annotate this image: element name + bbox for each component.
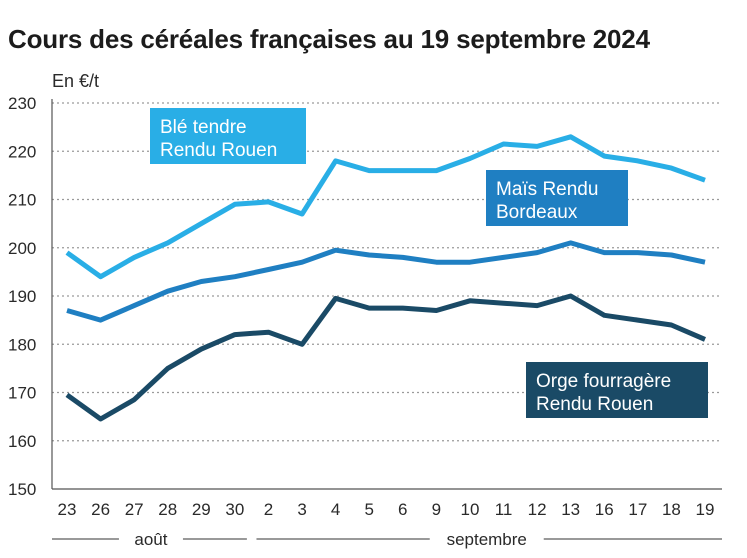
chart-title: Cours des céréales françaises au 19 sept… [8,24,650,54]
series-label: Rendu Rouen [160,140,277,161]
series-label: Orge fourragère [536,371,671,392]
series-label: Rendu Rouen [536,394,653,415]
grid-lines [51,99,722,490]
x-tick-label: 5 [364,500,373,519]
series-line [66,240,706,323]
x-tick-label: 16 [595,500,614,519]
x-tick-label: 29 [192,500,211,519]
y-tick-label: 230 [8,94,36,113]
series-label: Blé tendre [160,117,247,138]
month-axis: août septembre [52,530,722,549]
series-line [65,134,706,280]
x-tick-label: 28 [158,500,177,519]
series-label-box [150,108,306,164]
x-tick-label: 27 [125,500,144,519]
y-tick-label: 150 [8,480,36,499]
y-tick-label: 190 [8,287,36,306]
x-tick-label: 2 [264,500,273,519]
series-label-box [526,362,708,418]
x-tick-label: 3 [297,500,306,519]
month-label: septembre [447,530,527,549]
month-label: août [134,530,167,549]
x-tick-label: 19 [696,500,715,519]
x-tick-label: 30 [225,500,244,519]
x-tick-label: 17 [628,500,647,519]
x-tick-label: 18 [662,500,681,519]
x-tick-label: 12 [528,500,547,519]
series-label: Bordeaux [496,202,578,223]
y-tick-label: 180 [8,335,36,354]
series-label-box [486,170,628,226]
x-tick-label: 26 [91,500,110,519]
unit-label: En €/t [52,71,99,91]
y-tick-label: 210 [8,191,36,210]
y-tick-label: 220 [8,142,36,161]
x-tick-label: 6 [398,500,407,519]
x-tick-label: 13 [561,500,580,519]
x-tick-label: 23 [58,500,77,519]
x-axis-ticks: 23 26 27 28 29 30 2 3 4 5 6 9 10 11 12 13 16 17 18 19 [58,500,715,519]
x-tick-label: 9 [432,500,441,519]
series-lines [65,134,706,422]
x-tick-label: 11 [495,500,513,519]
y-axis-ticks: 150 160 170 180 190 200 210 220 230 [8,94,36,499]
series-line [65,293,706,422]
y-tick-label: 200 [8,239,36,258]
y-tick-label: 170 [8,384,36,403]
series-label: Maïs Rendu [496,179,598,200]
x-tick-label: 10 [460,500,479,519]
x-tick-label: 4 [331,500,340,519]
y-tick-label: 160 [8,432,36,451]
